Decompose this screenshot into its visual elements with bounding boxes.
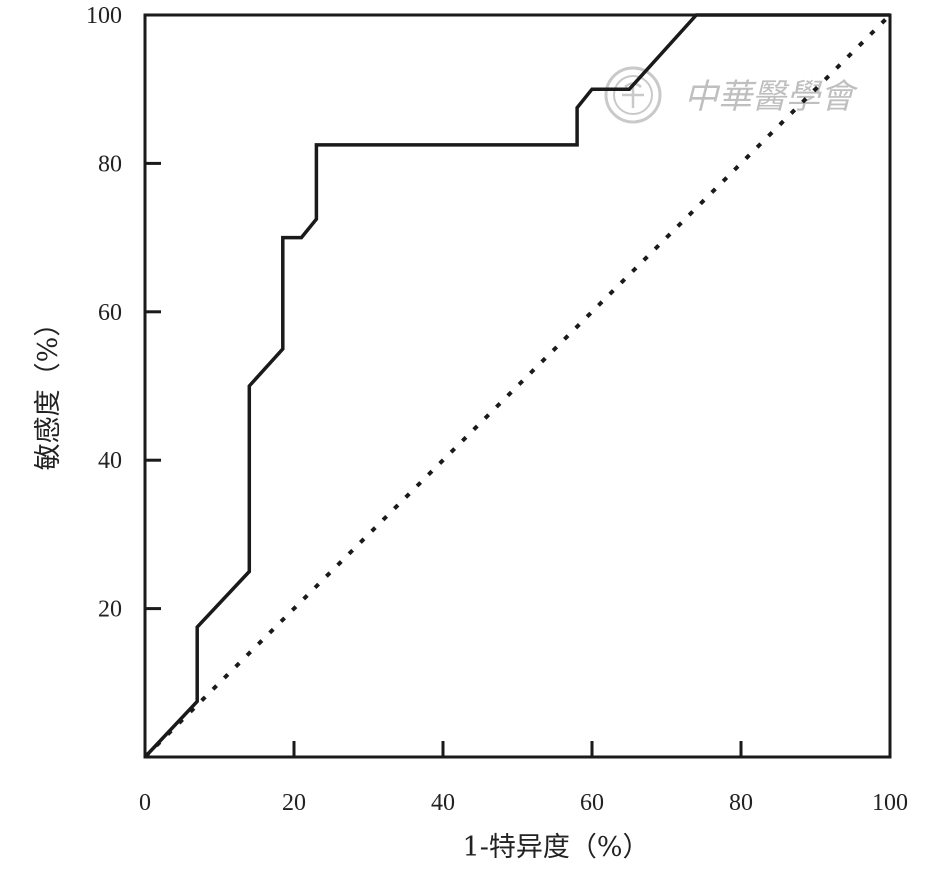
x-tick-label: 20 [282,790,306,816]
roc-curve-line [143,13,890,759]
x-tick-label: 80 [729,790,753,816]
watermark-text: 中華醫學會 [684,77,859,117]
x-tick-label: 40 [431,790,455,816]
y-tick-label: 40 [98,448,122,474]
y-tick-label: 20 [98,597,122,623]
x-axis-label: 1-特异度（%） [463,832,650,863]
y-tick-label: 80 [98,151,122,177]
reference-diagonal-line [143,13,892,759]
society-seal-icon [604,66,662,124]
x-tick-label: 0 [139,790,151,816]
x-tick-label: 60 [580,790,604,816]
watermark: 中華醫學會 [604,66,859,124]
x-tick-label: 100 [872,790,908,816]
y-tick-label: 60 [98,300,122,326]
plot-frame [143,13,892,759]
plot-area: 0 20 40 60 80 100 20 40 60 80 100 [86,3,908,816]
y-tick-label: 100 [86,3,122,29]
y-axis-label: 敏感度（%） [33,310,64,471]
